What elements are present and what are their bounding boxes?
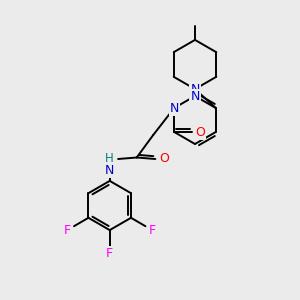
Text: F: F <box>64 224 71 237</box>
Text: N: N <box>169 101 179 115</box>
Text: H: H <box>105 152 114 166</box>
Text: O: O <box>159 152 169 166</box>
Text: N: N <box>105 164 114 177</box>
Text: N: N <box>190 89 200 103</box>
Text: F: F <box>106 247 113 260</box>
Text: O: O <box>195 125 205 139</box>
Text: F: F <box>148 224 156 237</box>
Text: N: N <box>190 82 200 96</box>
